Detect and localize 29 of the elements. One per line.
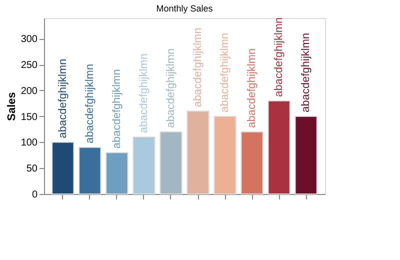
bar <box>268 100 290 194</box>
bar <box>106 152 128 194</box>
bar <box>78 146 102 194</box>
y-tick-label: 200 <box>20 86 38 97</box>
data-label: abacdefghijklmn <box>56 58 69 138</box>
y-axis-title: Sales <box>6 92 18 121</box>
y-tick-label: 100 <box>20 138 38 149</box>
y-tick-label: 50 <box>26 164 38 175</box>
data-label: abacdefghijklmn <box>138 54 150 134</box>
data-label: abacdefghijklmn <box>110 69 123 149</box>
chart-title: Monthly Sales <box>156 3 214 14</box>
bar <box>240 131 264 194</box>
bar <box>160 131 182 194</box>
data-label: abacdefghijklmn <box>273 17 286 97</box>
bar <box>52 142 74 194</box>
y-tick-label: 300 <box>20 34 38 46</box>
data-label: abacdefghijklmn <box>84 64 96 144</box>
y-tick-label: 150 <box>20 112 38 123</box>
bar <box>294 116 318 194</box>
data-label: abacdefghijklmn <box>219 32 232 112</box>
data-label: abacdefghijklmn <box>192 28 204 108</box>
data-label: abacdefghijklmn <box>300 32 312 112</box>
data-label: abacdefghijklmn <box>246 48 258 128</box>
data-label: abacdefghijklmn <box>164 48 177 128</box>
y-tick-label: 250 <box>20 60 38 72</box>
y-tick-label: 0 <box>32 190 38 200</box>
bar <box>214 116 236 194</box>
bar <box>186 110 210 194</box>
bar <box>132 136 156 194</box>
